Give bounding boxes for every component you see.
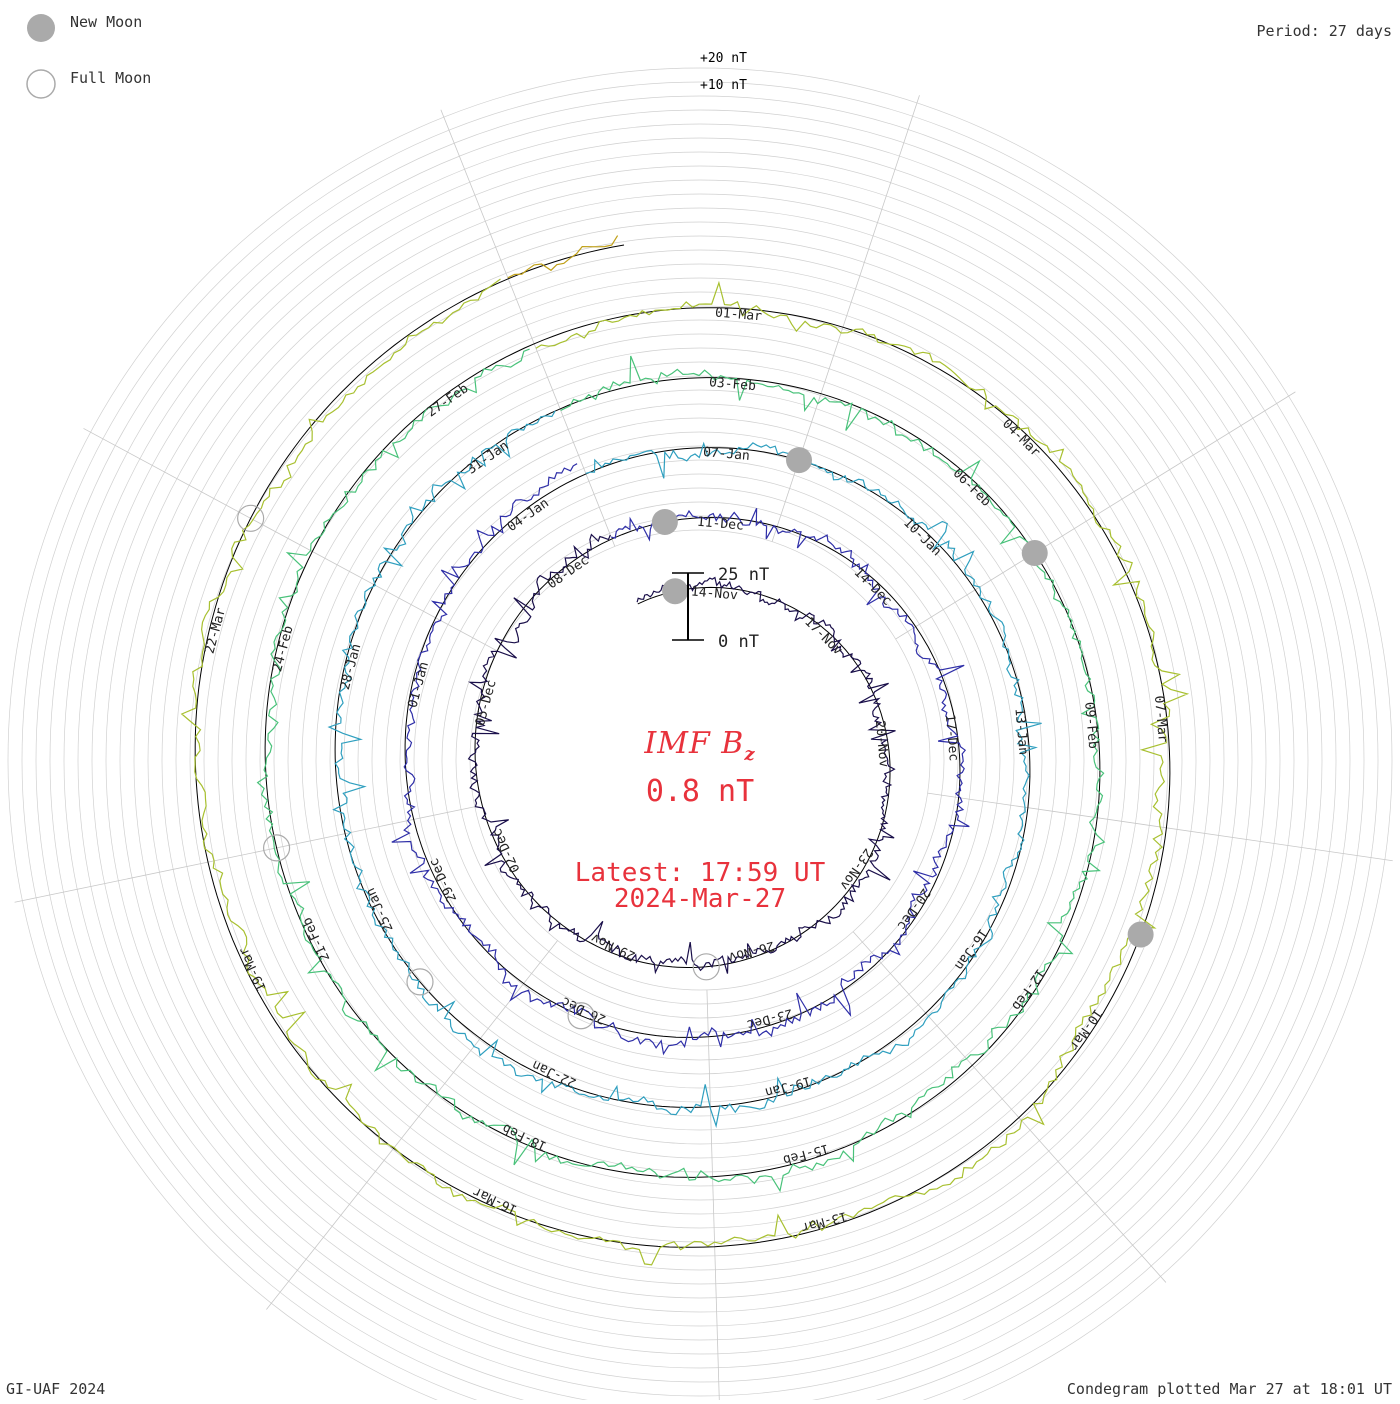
scale-bar-bottom-label: 0 nT [718,632,759,652]
date-label: 27-Feb [424,381,471,420]
date-label: 29-Nov [589,930,638,963]
grid-ring [259,319,1141,1201]
new-moon-marker [786,447,813,474]
legend-new-moon-symbol [27,14,55,42]
period-label: Period: 27 days [1256,22,1392,40]
date-label: 13-Jan [1011,708,1030,756]
grid-ring [49,109,1351,1404]
legend-full-moon-symbol [26,69,56,99]
full-moon-marker [237,504,265,532]
grid-ring [427,487,973,1033]
chart-title-main: IMF B [644,726,745,761]
grid-ring [7,67,1393,1404]
date-label: 14-Dec [851,565,895,609]
grid-ring [455,515,945,1005]
bz-series-rev-2 [391,463,970,1056]
date-label: 01-Mar [714,305,762,324]
legend-new-moon-label: New Moon [70,13,143,31]
full-moon-marker [406,968,434,996]
grid-spoke [266,940,558,1310]
ring-scale-label: +10 nT [700,78,747,93]
date-label: 04-Mar [999,416,1043,460]
grid-ring [91,151,1309,1369]
bz-series-rev-6 [507,235,619,279]
date-label: 31-Jan [465,438,512,477]
date-label: 23-Dec [745,1005,794,1032]
grid-ring [175,235,1225,1285]
bz-series-rev-3 [327,410,1042,1129]
grid-ring [315,375,1085,1145]
bz-series-rev-1 [467,533,896,975]
new-moon-marker [651,508,678,535]
date-label: 16-Jan [951,925,990,972]
grid-spoke [895,391,1296,640]
chart-title: IMF Bz [0,726,1400,765]
new-moon-marker [1127,921,1154,948]
date-label: 09-Feb [1081,701,1100,749]
grid-ring [301,361,1099,1159]
date-label: 07-Mar [1151,695,1170,743]
date-label: 20-Nov [872,720,891,768]
grid-spoke [852,931,1167,1283]
grid-ring [441,501,959,1019]
new-moon-marker [1021,540,1048,567]
date-label: 06-Feb [950,466,994,510]
grid-ring [119,179,1281,1341]
grid-ring [21,81,1379,1404]
grid-ring [35,95,1365,1404]
grid-ring [343,403,1057,1117]
grid-ring [147,207,1253,1313]
grid-ring [189,249,1211,1271]
latest-date: 2024-Mar-27 [613,884,787,914]
grid-spoke [83,428,498,652]
grid-ring [371,431,1029,1089]
chart-title-subscript: z [744,744,756,765]
grid-spoke [771,95,920,542]
date-label: 10-Mar [1066,1006,1105,1053]
scale-bar-top-label: 25 nT [718,565,769,585]
grid-ring [329,389,1071,1131]
date-label: 03-Feb [708,375,756,394]
date-label: 19-Mar [236,944,270,993]
baseline-spiral [194,244,1171,1248]
grid-ring [63,123,1337,1397]
date-label: 17-Dec [942,714,961,762]
bz-series-rev-5 [180,278,1190,1266]
grid-ring [357,417,1043,1103]
new-moon-marker [662,578,689,605]
full-moon-marker [692,953,720,981]
date-label: 07-Jan [702,445,750,464]
date-label: 14-Nov [690,584,738,603]
grid-ring [133,193,1267,1327]
date-label: 04-Jan [505,496,552,535]
ring-scale-label: +20 nT [700,51,747,66]
latest-time: Latest: 17:59 UT [574,858,826,888]
grid-ring [245,305,1155,1215]
grid-ring [77,137,1323,1383]
grid-spoke [706,989,720,1404]
full-moon-marker [262,834,291,862]
date-label: 26-Nov [727,938,776,965]
grid-ring [385,445,1015,1075]
bz-series-rev-4 [256,348,1106,1193]
footer-plot-time: Condegram plotted Mar 27 at 18:01 UT [1066,1380,1392,1398]
grid-ring [105,165,1295,1355]
footer-credit: GI-UAF 2024 [6,1380,106,1398]
date-label: 12-Feb [1008,966,1047,1013]
grid-ring [203,263,1197,1257]
grid-ring [161,221,1239,1299]
grid-ring [231,291,1169,1229]
grid-ring [399,459,1001,1061]
grid-spoke [14,806,475,903]
date-label: 13-Mar [799,1208,848,1235]
legend-full-moon-label: Full Moon [70,69,152,87]
grid-ring [413,473,987,1047]
current-value: 0.8 nT [645,774,755,809]
grid-ring [273,333,1127,1187]
date-label: 11-Dec [696,515,744,534]
date-label: 15-Feb [781,1140,830,1167]
full-moon-marker [567,1002,595,1030]
